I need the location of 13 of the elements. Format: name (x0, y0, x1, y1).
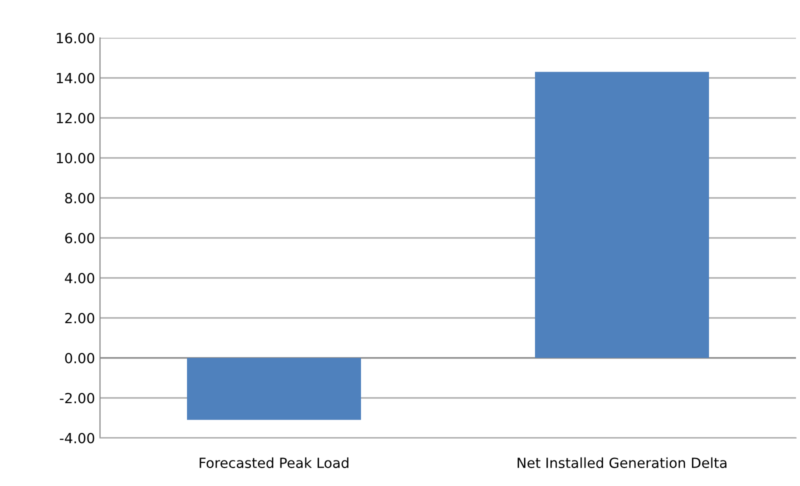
y-tick-label: 6.00 (65, 232, 94, 244)
y-tick-label: 0.00 (65, 352, 94, 364)
y-tick-label: 8.00 (65, 192, 94, 204)
y-tick-label: -4.00 (60, 432, 94, 444)
x-tick-label: Forecasted Peak Load (200, 457, 348, 468)
y-tick-label: 10.00 (56, 152, 94, 164)
x-tick-label: Net Installed Generation Delta (518, 457, 726, 468)
y-tick-label: 2.00 (65, 312, 94, 324)
y-tick-label: 16.00 (56, 32, 94, 44)
y-tick-label: -2.00 (60, 392, 94, 404)
y-tick-label: 14.00 (56, 72, 94, 84)
y-tick-label: 4.00 (64, 272, 94, 284)
y-tick-label: 12.00 (56, 112, 94, 124)
